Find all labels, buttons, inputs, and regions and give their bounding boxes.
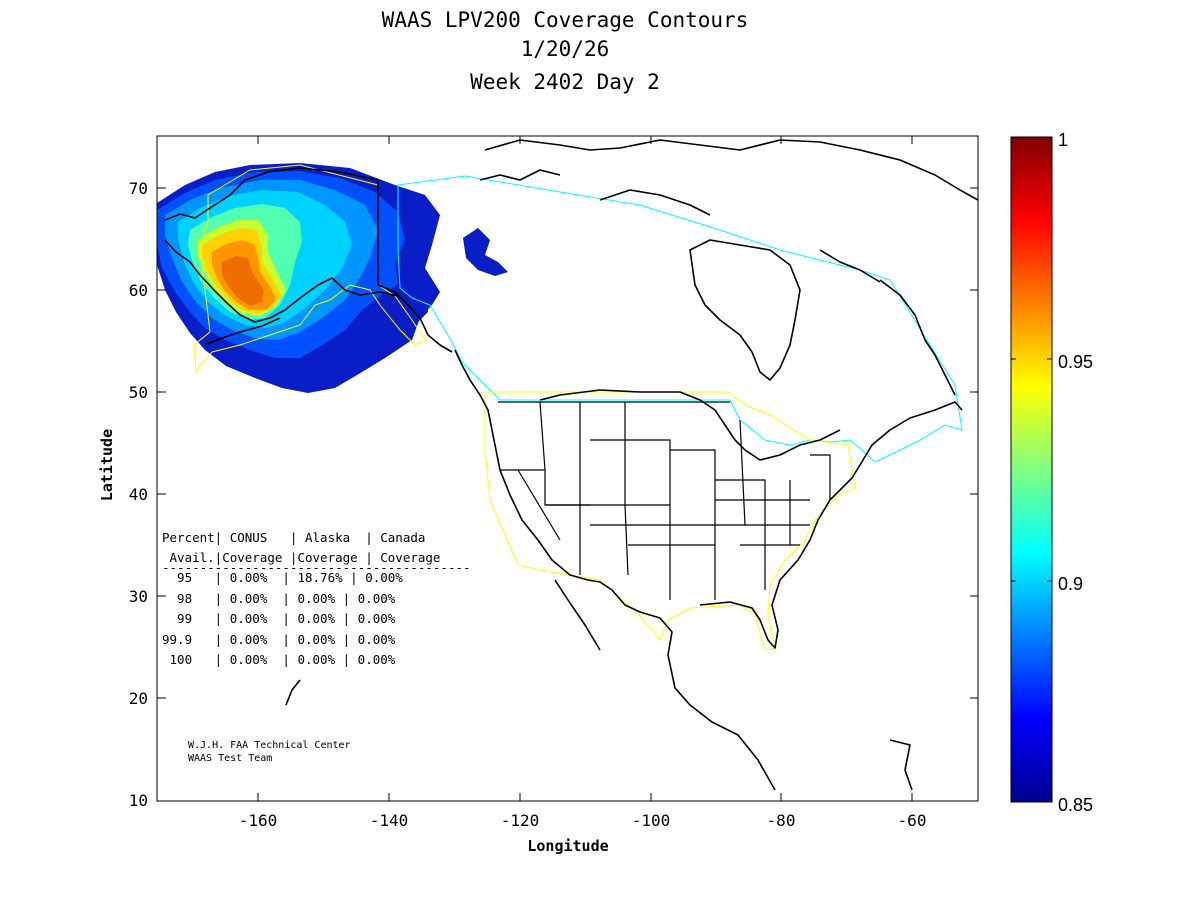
y-tick-label: 40 (129, 485, 148, 504)
y-tick-label: 30 (129, 587, 148, 606)
table-row: 99 | 0.00% | 0.00% | 0.00% (162, 611, 396, 626)
canada-service-boundary (397, 175, 963, 463)
coverage-blob-yukon (463, 228, 508, 276)
chart-week-day: Week 2402 Day 2 (470, 70, 660, 94)
table-rule: ----------------------------------------… (162, 560, 471, 575)
colorbar-gradient (1010, 136, 1053, 803)
y-axis-label: Latitude (98, 429, 116, 501)
y-tick-label: 10 (129, 791, 148, 810)
alaska-coverage-contours (157, 163, 440, 393)
y-tick-label: 20 (129, 689, 148, 708)
coverage-blob-bc (396, 284, 428, 322)
service-boundaries (193, 164, 963, 651)
map-plot-area (156, 135, 979, 802)
plot-frame (156, 135, 979, 802)
x-tick-label: -120 (501, 811, 540, 830)
coverage-table: Percent| CONUS | Alaska | Canada Avail.|… (162, 530, 471, 667)
x-tick-labels: -160 -140 -120 -100 -80 -60 (239, 811, 927, 830)
axis-tick-marks (157, 136, 978, 801)
x-tick-label: -100 (632, 811, 671, 830)
colorbar-tick-label: 0.95 (1058, 352, 1093, 372)
credit-line-1: W.J.H. FAA Technical Center (188, 740, 351, 751)
colorbar-tick-label: 0.9 (1058, 574, 1083, 594)
x-tick-label: -80 (767, 811, 796, 830)
alaska-service-boundary (193, 164, 426, 374)
chart-title: WAAS LPV200 Coverage Contours (382, 8, 749, 32)
y-tick-label: 70 (129, 179, 148, 198)
table-header-2: Avail.|Coverage |Coverage | Coverage (162, 550, 440, 565)
colorbar-tick-label: 1 (1058, 130, 1068, 150)
table-header-1: Percent| CONUS | Alaska | Canada (162, 530, 425, 545)
y-tick-labels: 70 60 50 40 30 20 10 (129, 179, 148, 810)
x-tick-label: -140 (370, 811, 409, 830)
x-tick-label: -160 (239, 811, 278, 830)
table-row: 95 | 0.00% | 18.76% | 0.00% (162, 570, 403, 585)
table-row: 100 | 0.00% | 0.00% | 0.00% (162, 652, 396, 667)
y-tick-label: 60 (129, 281, 148, 300)
x-axis-label: Longitude (527, 837, 608, 855)
table-row: 99.9 | 0.00% | 0.00% | 0.00% (162, 632, 396, 647)
colorbar: 1 0.95 0.9 0.85 (1010, 130, 1093, 815)
table-row: 98 | 0.00% | 0.00% | 0.00% (162, 591, 396, 606)
x-tick-label: -60 (898, 811, 927, 830)
us-state-lines (498, 401, 831, 600)
colorbar-tick-label: 0.85 (1058, 795, 1093, 815)
conus-service-boundary (484, 391, 856, 651)
coastlines (164, 139, 978, 791)
credit-line-2: WAAS Test Team (188, 753, 272, 764)
chart-date: 1/20/26 (521, 37, 610, 61)
y-tick-label: 50 (129, 383, 148, 402)
